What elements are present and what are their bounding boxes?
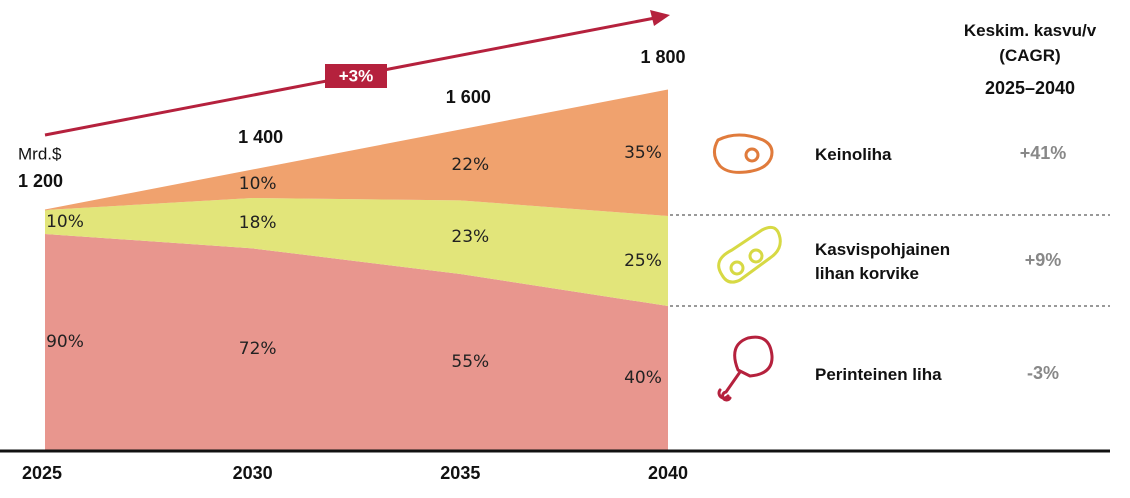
total-label: 1 400 (238, 127, 283, 147)
meat-icon (713, 133, 774, 174)
value-label: 90% (46, 332, 84, 352)
total-label: 1 600 (446, 87, 491, 107)
cagr-label: +41% (1019, 143, 1067, 163)
cagr-label: +9% (1024, 250, 1062, 270)
total-label: 1 200 (18, 171, 63, 191)
growth-badge (325, 64, 387, 88)
value-label: 22% (451, 155, 489, 175)
icons (713, 133, 782, 402)
unit-label: Mrd.$ (18, 144, 62, 163)
drumstick-icon (717, 335, 774, 402)
value-label: 10% (239, 174, 277, 194)
growth-arrowhead (650, 10, 670, 26)
cagr-heading: Keskim. kasvu/v (963, 21, 1097, 40)
legend-label: Kasvispohjainen lihan korvike (815, 240, 951, 283)
value-label: 72% (239, 339, 277, 359)
value-label: 18% (239, 213, 277, 233)
value-label: 10% (46, 212, 84, 232)
legend-label: Perinteinen liha (815, 365, 942, 384)
soy-icon-bean (729, 260, 745, 276)
value-label: 40% (624, 368, 662, 388)
area (45, 234, 668, 450)
x-tick-label: 2035 (440, 463, 480, 483)
area (45, 198, 668, 306)
soy-icon-bean (748, 248, 764, 264)
x-tick-label: 2030 (233, 463, 273, 483)
areas (45, 90, 668, 450)
value-label: 25% (624, 251, 662, 271)
meat-icon-bone (744, 147, 760, 163)
x-tick-label: 2040 (648, 463, 688, 483)
cagr-heading: (CAGR) (999, 46, 1061, 65)
x-tick-label: 2025 (22, 463, 62, 483)
growth-label: +3% (339, 66, 374, 85)
value-label: 35% (624, 143, 662, 163)
value-label: 55% (451, 352, 489, 372)
value-label: 23% (451, 227, 489, 247)
total-label: 1 800 (640, 47, 685, 67)
total-outline (44, 89, 669, 211)
legend-label: Keinoliha (815, 145, 892, 164)
area (45, 90, 668, 216)
soy-icon (717, 225, 782, 284)
cagr-heading: 2025–2040 (984, 78, 1076, 98)
cagr-label: -3% (1026, 363, 1059, 383)
